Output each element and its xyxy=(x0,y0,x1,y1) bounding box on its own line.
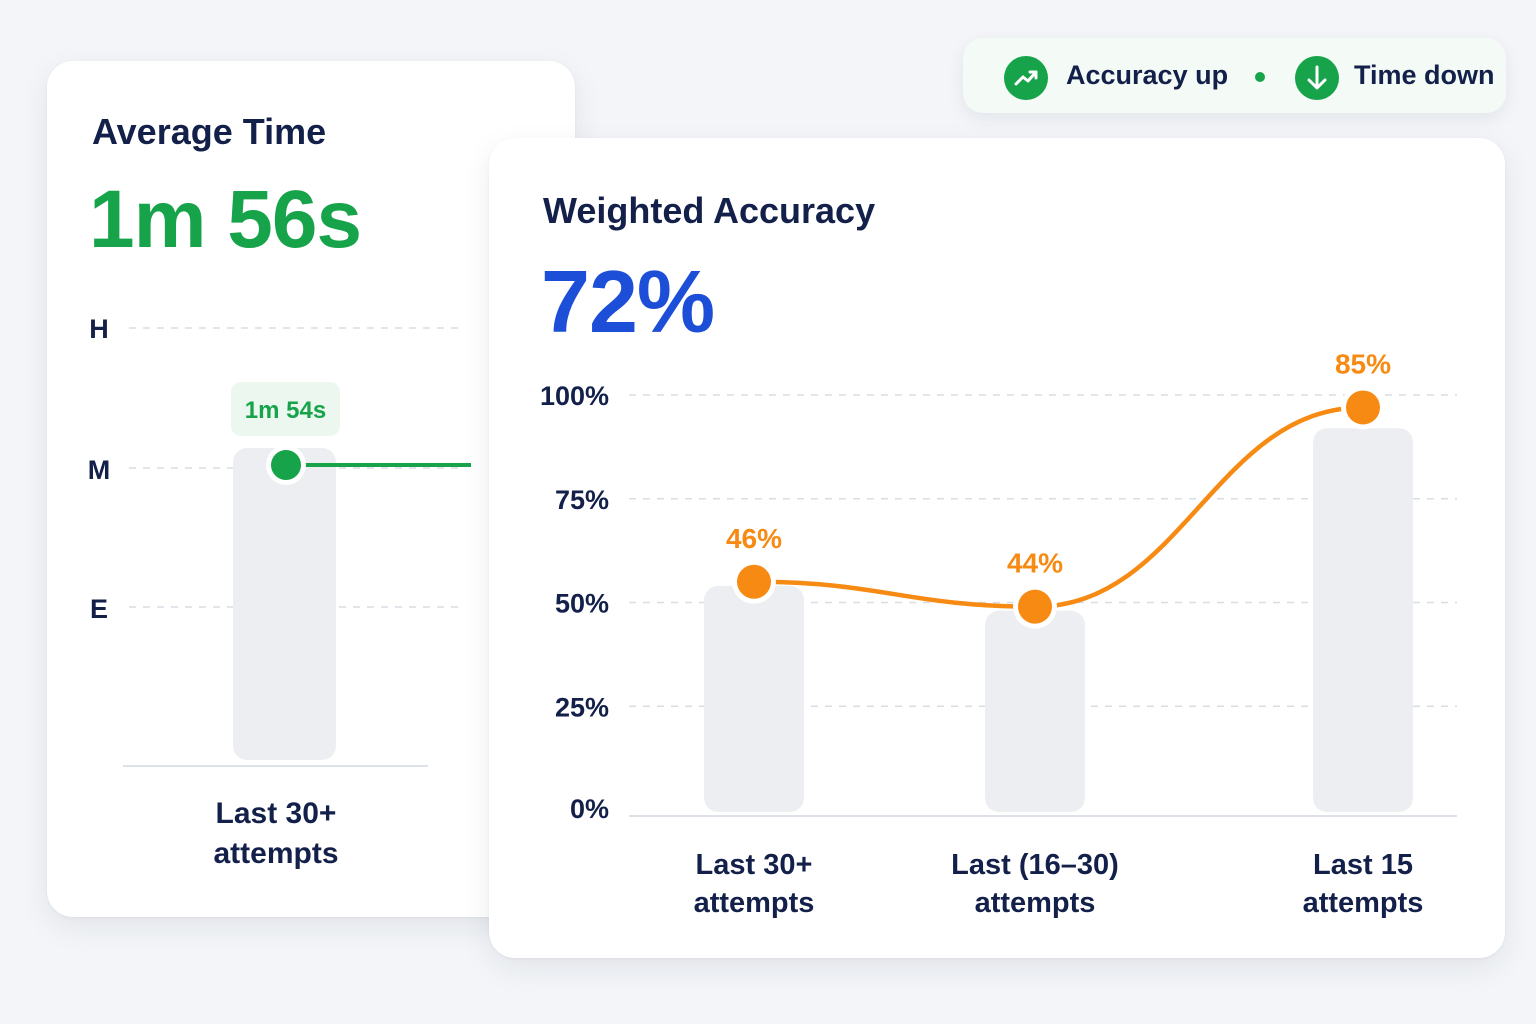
trending-up-icon xyxy=(1004,56,1048,100)
weighted-accuracy-card: Weighted Accuracy 72% 0% 25% 50% 75% 100% 46… xyxy=(489,138,1505,958)
time-point-bubble xyxy=(231,382,340,436)
legend: Accuracy up Time down xyxy=(963,38,1506,113)
time-bar xyxy=(233,448,336,760)
accuracy-value-label-1: 44% xyxy=(1007,548,1063,579)
legend-accuracy-label: Accuracy up xyxy=(1066,60,1229,90)
y-tick-label-0: 0% xyxy=(570,794,609,824)
level-label-e: E xyxy=(90,594,108,624)
accuracy-bar-2 xyxy=(1313,428,1413,812)
level-label-h: H xyxy=(89,314,109,344)
x-category-label-1-line2: attempts xyxy=(975,887,1096,919)
accuracy-bar-0 xyxy=(704,585,804,812)
accuracy-trend-line xyxy=(751,405,1366,609)
accuracy-point-0 xyxy=(737,564,771,599)
x-category-label-2-line1: Last 15 xyxy=(1313,849,1413,881)
time-category-label-line2: attempts xyxy=(213,837,338,870)
average-time-value: 1m 56s xyxy=(89,174,362,265)
time-point xyxy=(271,450,301,480)
x-category-label-2-line2: attempts xyxy=(1303,887,1424,919)
weighted-accuracy-chart: 0% 25% 50% 75% 100% 46% 44% 85% Last 30+ attemp… xyxy=(540,348,1457,919)
legend-time-label: Time down xyxy=(1354,60,1495,90)
accuracy-point-2 xyxy=(1346,390,1380,425)
accuracy-point-1 xyxy=(1018,589,1052,624)
average-time-card: Average Time 1m 56s H M E 1m 54s Last 30… xyxy=(47,61,575,917)
x-category-label-1-line1: Last (16–30) xyxy=(951,849,1119,881)
weighted-accuracy-title: Weighted Accuracy xyxy=(543,190,876,231)
arrow-down-icon xyxy=(1295,56,1339,100)
level-label-m: M xyxy=(88,455,111,485)
accuracy-value-label-0: 46% xyxy=(726,523,782,554)
y-tick-label-2: 50% xyxy=(555,589,609,619)
x-category-label-0-line2: attempts xyxy=(694,887,815,919)
accuracy-value-label-2: 85% xyxy=(1335,348,1391,379)
average-time-chart: H M E 1m 54s Last 30+ attempts xyxy=(88,314,471,870)
time-category-label-line1: Last 30+ xyxy=(216,797,337,830)
weighted-accuracy-value: 72% xyxy=(541,252,715,351)
accuracy-bar-1 xyxy=(985,610,1085,812)
y-tick-label-1: 25% xyxy=(555,692,609,722)
y-tick-label-3: 75% xyxy=(555,485,609,515)
average-time-title: Average Time xyxy=(92,111,327,152)
time-point-label: 1m 54s xyxy=(245,397,326,424)
x-category-label-0-line1: Last 30+ xyxy=(696,849,813,881)
y-tick-label-4: 100% xyxy=(540,381,609,411)
legend-separator-dot xyxy=(1255,72,1265,82)
